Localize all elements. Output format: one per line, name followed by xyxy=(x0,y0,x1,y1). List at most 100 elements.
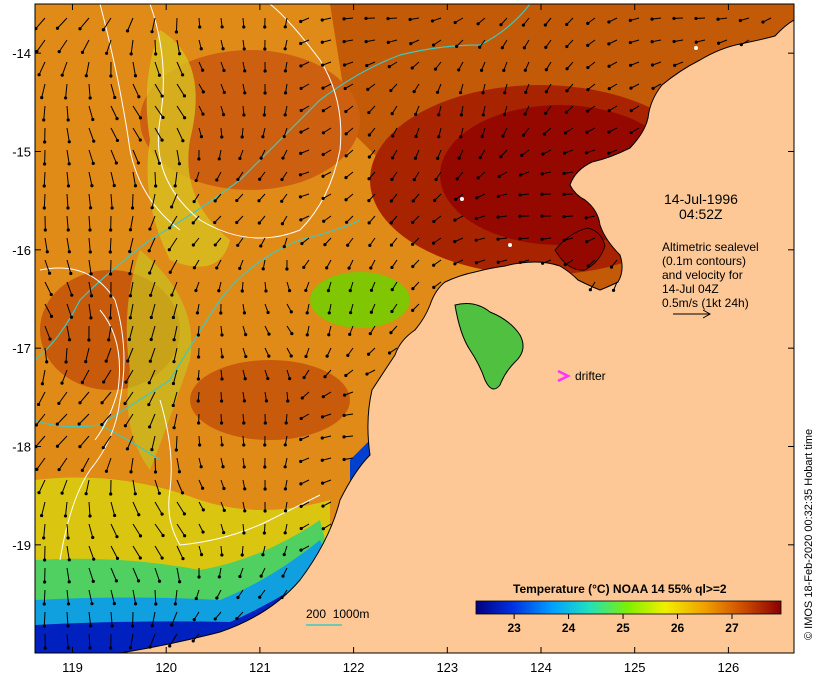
velocity-arrow xyxy=(82,39,90,53)
velocity-arrow-head xyxy=(84,74,88,78)
velocity-arrow-head xyxy=(305,333,309,337)
velocity-arrow-head xyxy=(367,110,371,115)
velocity-arrow-head xyxy=(157,579,162,583)
velocity-arrow-head xyxy=(285,267,289,271)
velocity-arrow-head xyxy=(110,624,114,628)
velocity-arrow-head xyxy=(454,197,458,201)
velocity-arrow-head xyxy=(386,40,390,44)
velocity-arrow xyxy=(66,325,71,340)
velocity-arrow-head xyxy=(410,242,415,246)
velocity-arrow-head xyxy=(90,184,94,188)
velocity-arrow-head xyxy=(459,135,463,139)
velocity-arrow xyxy=(110,193,113,208)
velocity-arrow xyxy=(173,413,178,428)
velocity-arrow-head xyxy=(523,112,527,116)
velocity-arrow-head xyxy=(192,199,196,204)
velocity-arrow-head xyxy=(87,338,91,342)
velocity-arrow xyxy=(176,127,184,141)
x-axis: 119 120 121 122 123 124 125 126 xyxy=(62,4,739,675)
velocity-arrow-head xyxy=(235,198,239,203)
velocity-arrow-head xyxy=(177,162,182,166)
velocity-arrow-head xyxy=(263,509,267,513)
velocity-arrow-head xyxy=(738,18,742,23)
velocity-arrow xyxy=(169,259,178,273)
velocity-arrow-head xyxy=(137,95,141,99)
velocity-arrow-head xyxy=(49,292,53,297)
velocity-arrow-head xyxy=(92,139,96,143)
velocity-arrow xyxy=(110,149,117,164)
velocity-arrow xyxy=(66,589,70,604)
velocity-arrow-head xyxy=(60,491,64,495)
velocity-arrow-head xyxy=(198,25,202,29)
velocity-arrow xyxy=(88,193,92,208)
velocity-arrow xyxy=(66,149,70,164)
velocity-arrow-head xyxy=(259,574,263,578)
velocity-arrow-head xyxy=(242,531,246,535)
velocity-arrow-head xyxy=(43,140,47,144)
velocity-arrow-head xyxy=(282,134,286,139)
legend-line-1: Altimetric sealevel xyxy=(662,240,759,254)
velocity-arrow-head xyxy=(191,221,195,225)
velocity-arrow xyxy=(154,105,164,118)
velocity-arrow-head xyxy=(149,337,153,342)
velocity-arrow-head xyxy=(523,68,527,72)
velocity-arrow-head xyxy=(369,310,374,314)
velocity-arrow-head xyxy=(80,468,84,472)
velocity-arrow-head xyxy=(43,228,47,232)
velocity-scale-arrow xyxy=(673,309,712,319)
velocity-arrow-head xyxy=(182,512,186,516)
velocity-arrow-head xyxy=(321,527,325,531)
velocity-arrow-head xyxy=(323,243,327,247)
velocity-arrow xyxy=(58,391,68,404)
velocity-arrow-head xyxy=(240,289,244,293)
velocity-arrow-head xyxy=(136,579,141,583)
velocity-arrow-head xyxy=(673,63,677,67)
velocity-arrow-head xyxy=(541,152,545,156)
velocity-arrow-head xyxy=(55,422,59,426)
velocity-arrow xyxy=(66,611,69,627)
velocity-arrow-head xyxy=(114,579,119,583)
velocity-arrow-head xyxy=(177,470,182,474)
velocity-arrow-head xyxy=(283,531,287,535)
velocity-arrow-head xyxy=(607,108,611,113)
velocity-arrow-head xyxy=(496,194,500,198)
velocity-arrow-head xyxy=(283,443,287,447)
velocity-arrow-head xyxy=(476,22,480,26)
velocity-arrow xyxy=(57,17,68,29)
velocity-arrow-head xyxy=(201,530,205,534)
velocity-arrow xyxy=(65,347,68,363)
colorbar-tick-label: 26 xyxy=(671,621,685,635)
velocity-arrow-head xyxy=(149,315,153,320)
velocity-arrow-head xyxy=(66,184,71,188)
velocity-arrow-head xyxy=(475,196,479,200)
velocity-arrow-head xyxy=(344,109,348,114)
velocity-arrow-head xyxy=(499,23,503,27)
velocity-arrow-head xyxy=(386,16,390,21)
velocity-arrow-head xyxy=(739,43,743,47)
velocity-arrow xyxy=(110,611,113,626)
velocity-arrow-head xyxy=(411,264,415,269)
velocity-arrow xyxy=(124,413,134,427)
velocity-arrow-head xyxy=(650,40,654,44)
velocity-arrow-head xyxy=(367,133,371,137)
velocity-arrow-head xyxy=(565,89,569,93)
velocity-arrow-head xyxy=(321,196,325,200)
velocity-arrow-head xyxy=(242,113,246,117)
velocity-arrow xyxy=(66,545,70,560)
velocity-arrow-head xyxy=(194,288,198,293)
velocity-arrow-head xyxy=(148,645,152,649)
velocity-arrow-head xyxy=(413,156,418,160)
velocity-arrow-head xyxy=(366,87,370,91)
velocity-arrow-head xyxy=(221,113,226,117)
colorbar-title: Temperature (°C) NOAA 14 55% ql>=2 xyxy=(513,582,727,596)
velocity-arrow-head xyxy=(100,422,104,427)
velocity-arrow-head xyxy=(344,154,348,158)
velocity-arrow xyxy=(105,457,112,472)
velocity-arrow xyxy=(171,281,178,296)
velocity-arrow xyxy=(154,127,163,141)
velocity-arrow-head xyxy=(518,173,523,177)
velocity-arrow xyxy=(44,259,51,274)
velocity-arrow-head xyxy=(194,596,198,601)
velocity-arrow-head xyxy=(92,557,96,561)
colorbar-ticks: 23 24 25 26 27 xyxy=(507,614,739,635)
